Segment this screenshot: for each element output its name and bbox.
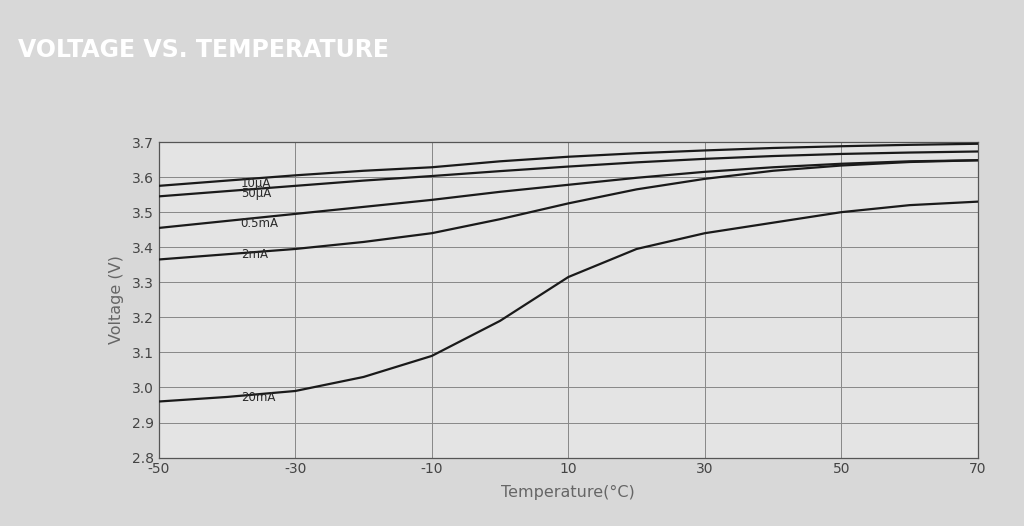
Text: 2mA: 2mA [241, 248, 267, 261]
Text: 10μA: 10μA [241, 177, 271, 190]
Y-axis label: Voltage (V): Voltage (V) [109, 256, 124, 344]
Text: 50μA: 50μA [241, 187, 271, 200]
Text: 20mA: 20mA [241, 391, 275, 404]
X-axis label: Temperature(°C): Temperature(°C) [502, 485, 635, 500]
Text: 0.5mA: 0.5mA [241, 217, 279, 230]
Text: VOLTAGE VS. TEMPERATURE: VOLTAGE VS. TEMPERATURE [18, 38, 389, 63]
